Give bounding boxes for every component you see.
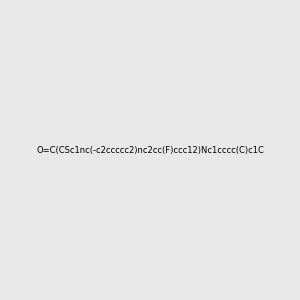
Text: O=C(CSc1nc(-c2ccccc2)nc2cc(F)ccc12)Nc1cccc(C)c1C: O=C(CSc1nc(-c2ccccc2)nc2cc(F)ccc12)Nc1cc… bbox=[36, 146, 264, 154]
